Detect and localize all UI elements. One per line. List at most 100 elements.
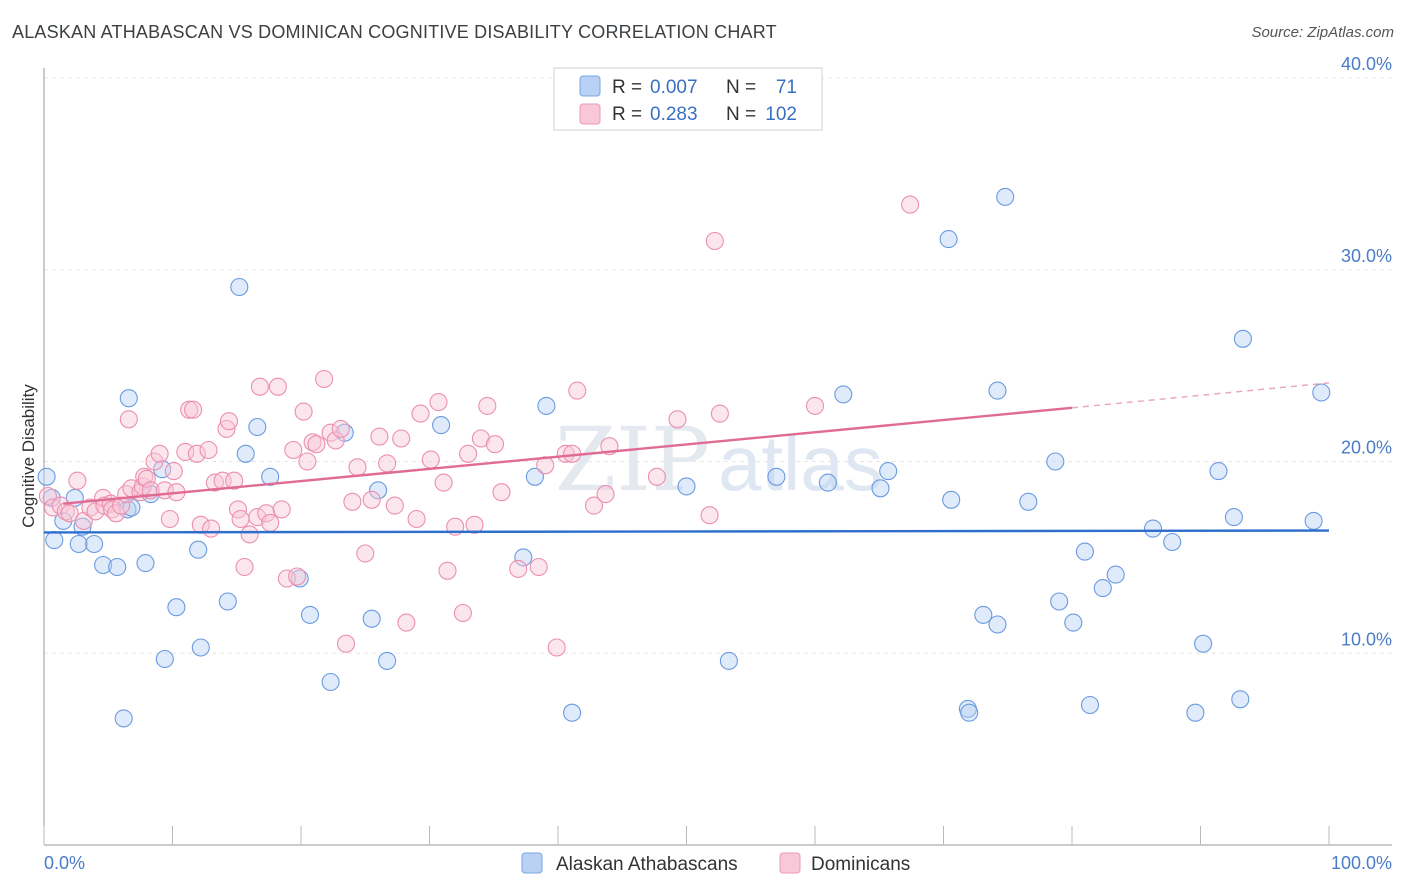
athabascan-point <box>114 709 133 728</box>
dominican-point <box>568 381 587 400</box>
athabascan-point <box>108 557 127 577</box>
dominican-point <box>180 400 199 419</box>
scatter-points <box>37 187 1331 728</box>
dominican-point <box>205 473 224 492</box>
athabascan-point <box>879 462 898 481</box>
athabascan-point <box>767 467 786 486</box>
athabascan-point <box>236 444 255 463</box>
athabascan-point <box>261 467 280 486</box>
legend-n-value-1: 71 <box>776 77 797 98</box>
dominican-point <box>231 509 250 529</box>
athabascan-point <box>1093 579 1112 598</box>
athabascan-point <box>136 554 155 573</box>
athabascan-point <box>514 548 533 567</box>
athabascan-point <box>974 605 993 624</box>
chart-source: Source: ZipAtlas.com <box>1251 24 1394 41</box>
legend-swatch-athabascan <box>579 75 601 97</box>
dominican-point <box>370 427 389 446</box>
dominican-point <box>268 377 287 396</box>
dominican-point <box>492 483 511 502</box>
bottom-legend-label-athabascan: Alaskan Athabascans <box>556 854 738 875</box>
athabascan-point <box>69 534 88 554</box>
dominican-point <box>485 435 505 454</box>
y-tick-label: 40.0% <box>1341 54 1392 74</box>
dominican-point <box>547 638 566 657</box>
athabascan-point <box>537 396 556 415</box>
legend-r-value-2: 0.283 <box>650 104 698 125</box>
dominican-point <box>225 471 244 490</box>
legend-r-value-1: 0.007 <box>650 77 698 98</box>
dominican-point <box>397 613 416 632</box>
athabascan-point <box>362 609 381 628</box>
legend-r-label-2: R = <box>612 104 642 125</box>
dominican-point <box>288 567 307 586</box>
athabascan-point <box>248 417 267 437</box>
dominican-point <box>343 492 362 511</box>
dominican-point <box>434 473 453 492</box>
athabascan-point <box>988 615 1007 634</box>
dominican-point <box>465 515 484 534</box>
dominican-point <box>187 444 206 463</box>
dominican-point <box>202 519 221 538</box>
dominican-point <box>250 377 269 396</box>
dominican-point <box>315 369 334 389</box>
athabascan-point <box>321 672 340 692</box>
athabascan-point <box>960 703 979 722</box>
dominican-point <box>556 444 575 463</box>
bottom-legend-swatch-athabascan <box>521 852 543 874</box>
dominican-point <box>453 603 472 623</box>
athabascan-point <box>432 416 451 435</box>
athabascan-point <box>85 534 104 554</box>
dominican-point <box>378 454 397 473</box>
dominican-point <box>385 496 404 515</box>
athabascan-point <box>1050 592 1069 611</box>
dominican-point <box>356 544 375 563</box>
dominican-point <box>307 435 326 454</box>
dominican-point <box>272 500 291 519</box>
athabascan-trend-line <box>43 529 1330 534</box>
athabascan-point <box>1209 462 1228 481</box>
athabascan-point <box>818 473 837 492</box>
athabascan-point <box>1075 542 1094 561</box>
chart-title: ALASKAN ATHABASCAN VS DOMINICAN COGNITIV… <box>12 22 777 42</box>
athabascan-point <box>94 555 113 575</box>
athabascan-point <box>369 481 388 500</box>
athabascan-point <box>996 187 1015 206</box>
dominican-point <box>164 462 183 481</box>
y-tick-label: 10.0% <box>1341 629 1392 649</box>
dominican-point <box>411 404 430 423</box>
dominican-point <box>438 561 457 580</box>
dominican-point <box>284 440 303 460</box>
dominican-point <box>119 410 138 429</box>
athabascan-point <box>942 490 961 509</box>
bottom-legend-label-dominican: Dominicans <box>811 854 910 875</box>
dominican-point <box>235 557 254 577</box>
dominican-point <box>176 442 195 461</box>
athabascan-point <box>230 277 249 297</box>
legend-n-label-2: N = <box>726 104 756 125</box>
y-axis-title: Cognitive Disability <box>19 384 38 528</box>
athabascan-point <box>1304 511 1323 530</box>
legend-n-value-2: 102 <box>765 104 797 125</box>
athabascan-point <box>378 651 397 670</box>
dominican-point <box>199 440 218 460</box>
athabascan-point <box>1312 383 1331 402</box>
athabascan-point <box>1163 532 1182 552</box>
dominican-point <box>261 513 280 532</box>
dominican-point <box>137 469 156 488</box>
dominican-point <box>362 490 381 509</box>
athabascan-point <box>300 605 320 624</box>
dominican-trend-line <box>63 406 1073 505</box>
dominican-point <box>478 396 497 415</box>
dominican-point <box>407 509 426 529</box>
dominican-point <box>160 509 179 529</box>
dominican-point <box>326 431 345 450</box>
athabascan-point <box>525 467 544 486</box>
athabascan-point <box>73 517 92 536</box>
dominican-point <box>257 504 276 523</box>
athabascan-point <box>218 592 237 611</box>
dominican-point <box>150 444 169 463</box>
athabascan-point <box>1143 519 1163 538</box>
dominican-point <box>68 471 87 490</box>
dominican-point <box>509 559 528 578</box>
